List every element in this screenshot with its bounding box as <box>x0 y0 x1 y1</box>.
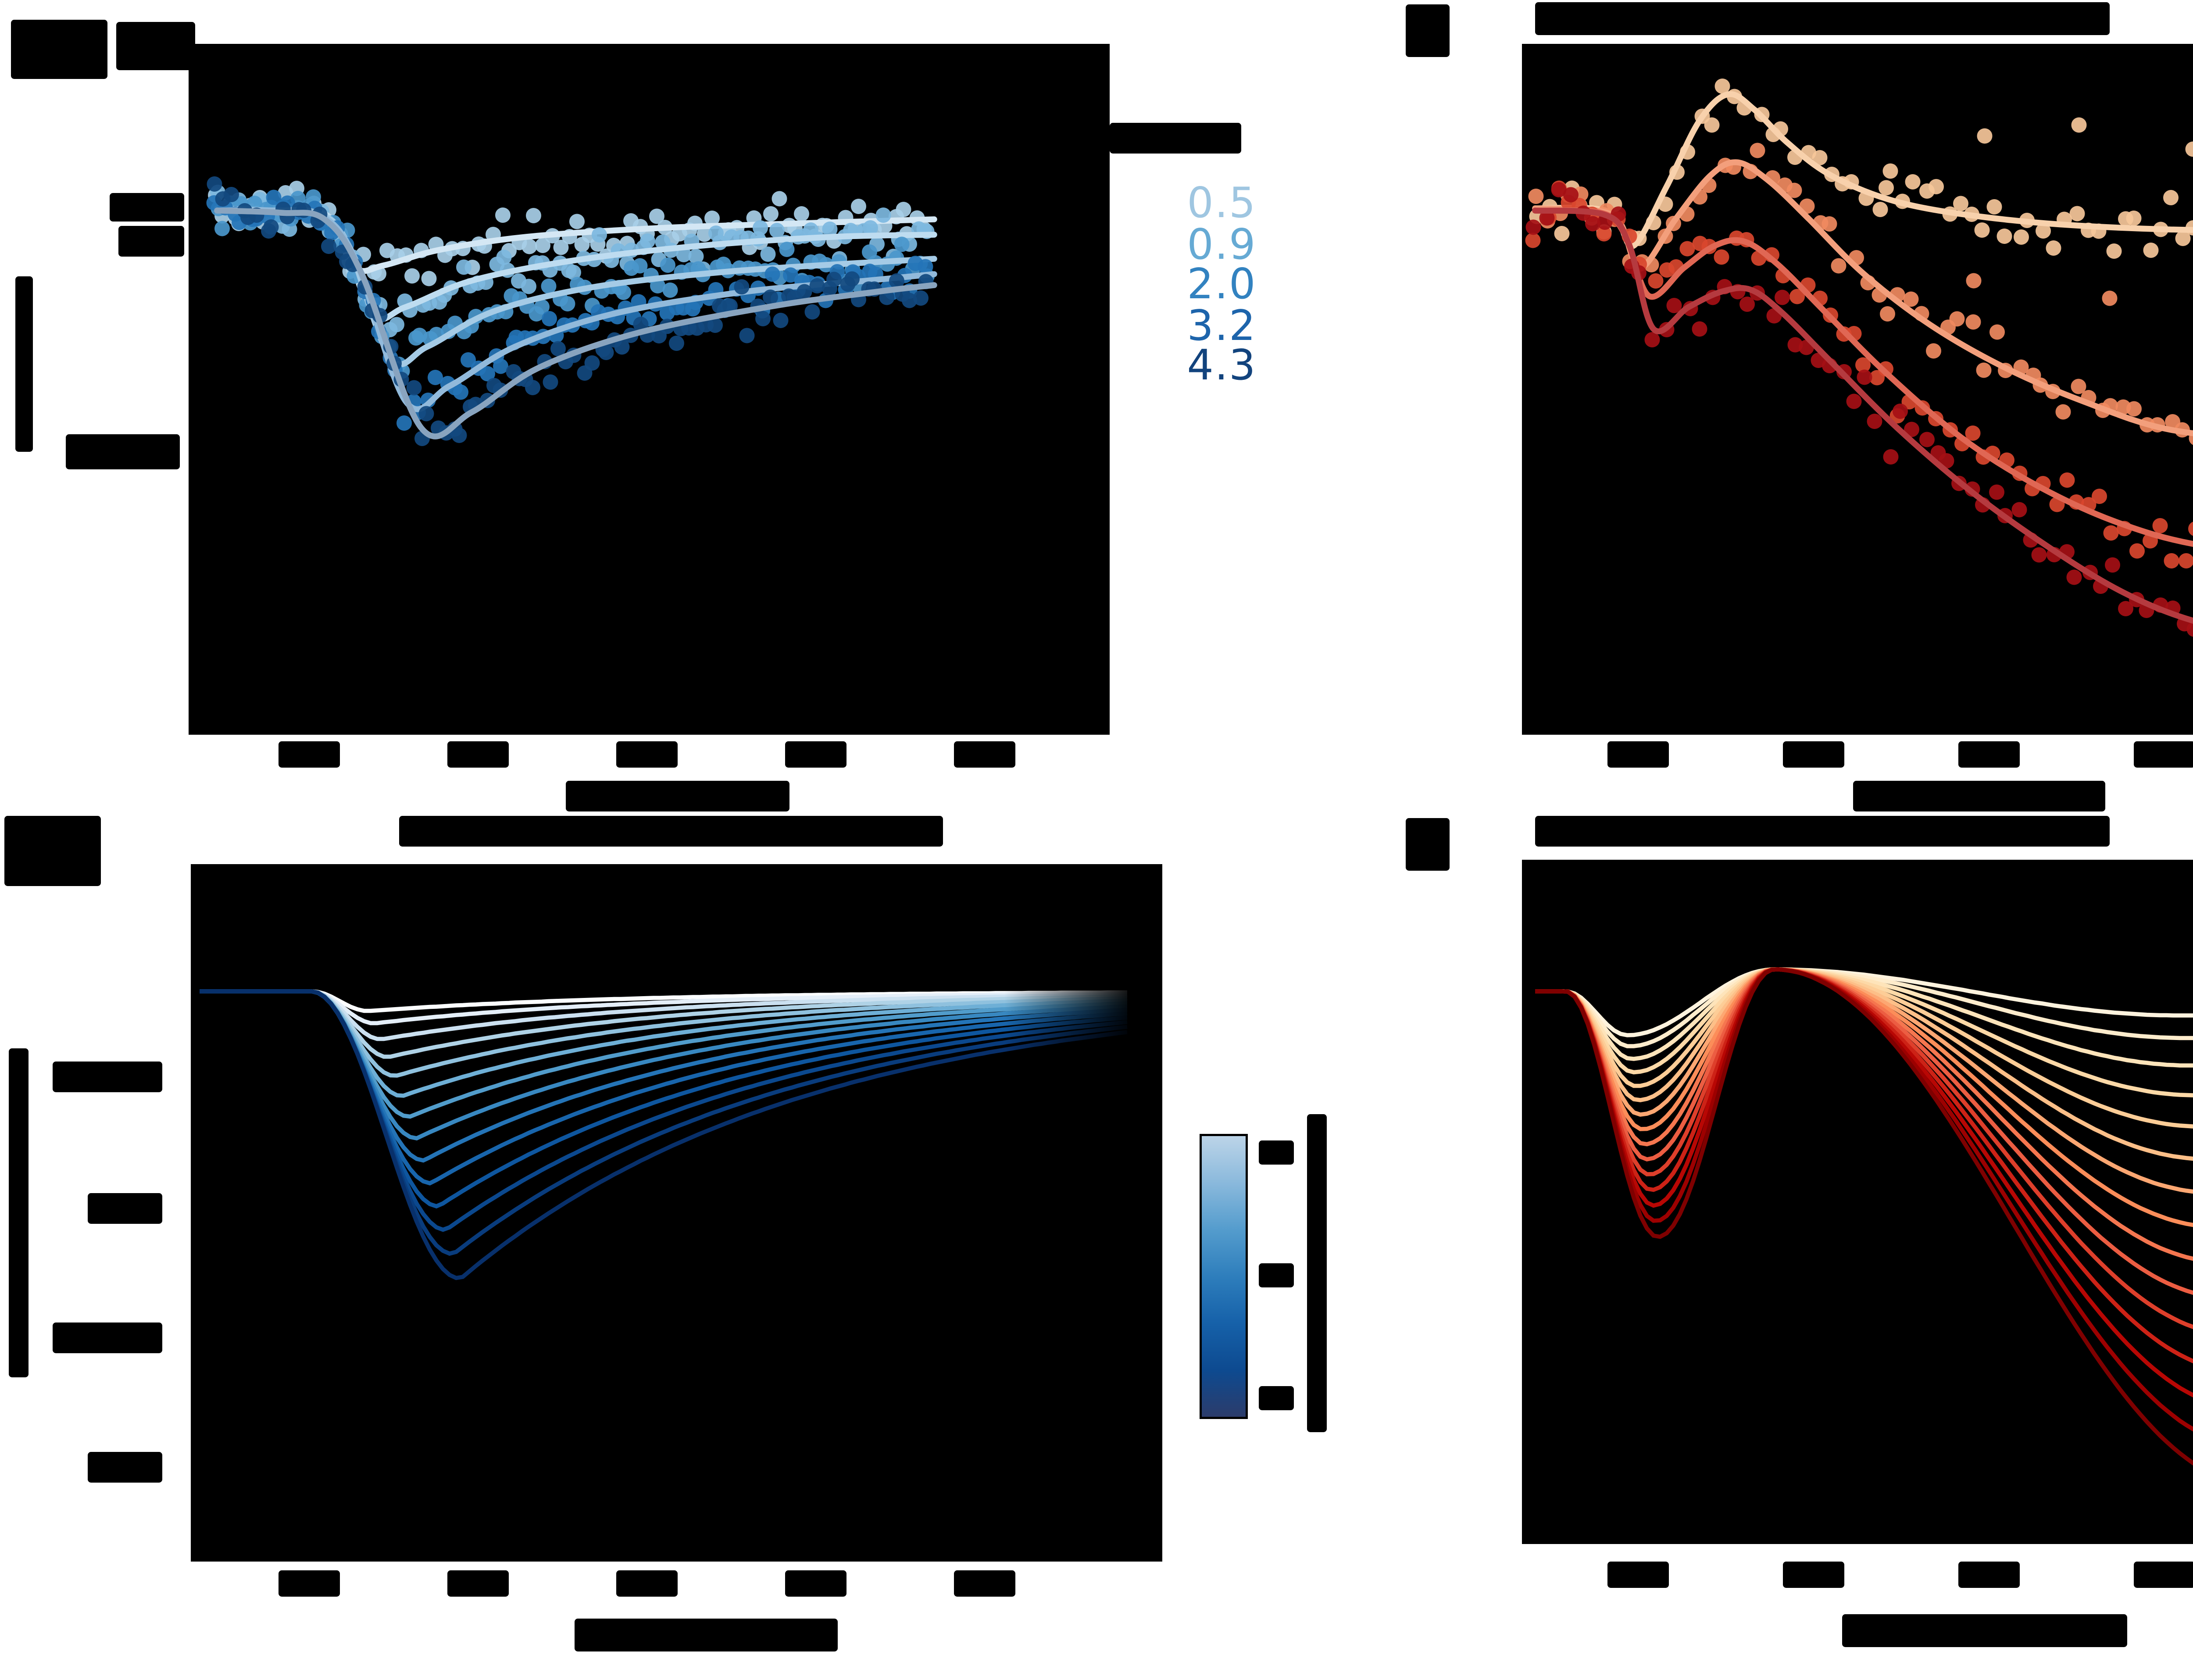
panel-d-xtick-bar <box>1783 1562 1844 1588</box>
panel-b-xtick-bar <box>2134 741 2193 768</box>
legend-title-bar <box>1110 123 1241 154</box>
panel-b-title-bar <box>1535 2 2110 35</box>
legend-item-3.2: 3.2 <box>1169 306 1257 348</box>
panel-c-xtick-bar <box>279 1570 340 1597</box>
legend-item-0.5: 0.5 <box>1169 184 1257 226</box>
panel-c-ytick-bar <box>88 1193 162 1224</box>
panel-c-xtick-bar <box>447 1570 509 1597</box>
panel-d-xtick-bar <box>2134 1562 2193 1588</box>
panel-c-xlabel-bar <box>575 1619 838 1651</box>
panel-a-xtick-bar <box>279 741 340 768</box>
panel-c-ytick-bar <box>53 1323 162 1353</box>
panel-a-ylabel-bar <box>15 276 33 452</box>
panel-a-xtick-bar <box>785 741 846 768</box>
panel-c-title-bar <box>399 816 943 847</box>
colorbar-blue-tick-bar <box>1259 1263 1294 1287</box>
legend-item-4.3: 4.3 <box>1169 347 1257 388</box>
panel-d-xtick-bar <box>1607 1562 1669 1588</box>
panel-c-ytick-bar <box>53 1062 162 1092</box>
legend-item-2.0: 2.0 <box>1169 265 1257 307</box>
colorbar_blue <box>1202 1136 1246 1417</box>
panel-c-xtick-bar <box>616 1570 678 1597</box>
panel-b-label-blob <box>1406 4 1450 57</box>
panel-a-ytick-bar <box>118 226 184 257</box>
panel-c-xtick-bar <box>954 1570 1015 1597</box>
panel-a-xtick-bar <box>447 741 509 768</box>
panel-b-xlabel-bar <box>1853 781 2105 811</box>
panel-b-xtick-bar <box>1958 741 2020 768</box>
colorbar-blue-tick-bar <box>1259 1140 1294 1165</box>
panel-d-title-bar <box>1535 816 2110 847</box>
panel-a-ytick-bar <box>66 434 180 469</box>
panel-a-ytick-bar <box>110 193 184 222</box>
panel-b-xtick-bar <box>1607 741 1669 768</box>
panel-c-label-blob <box>4 816 101 886</box>
panel-a-title-bar <box>116 22 195 70</box>
panel-a-label-blob <box>11 20 107 79</box>
colorbar-blue-tick-bar <box>1259 1386 1294 1410</box>
panel-c-ylabel-bar <box>9 1048 29 1377</box>
panel-a-xtick-bar <box>616 741 678 768</box>
panel-c-ytick-bar <box>88 1452 162 1483</box>
panel-b-xtick-bar <box>1783 741 1844 768</box>
panel-d-label-blob <box>1406 818 1450 871</box>
panel-a-xtick-bar <box>954 741 1015 768</box>
panel-d-xlabel-bar <box>1842 1614 2127 1647</box>
legend-item-0.9: 0.9 <box>1169 225 1257 267</box>
panel-d-xtick-bar <box>1958 1562 2020 1588</box>
panel-a-xlabel-bar <box>566 781 789 811</box>
colorbar-blue-label-bar <box>1307 1114 1327 1432</box>
panel-c-xtick-bar <box>785 1570 846 1597</box>
